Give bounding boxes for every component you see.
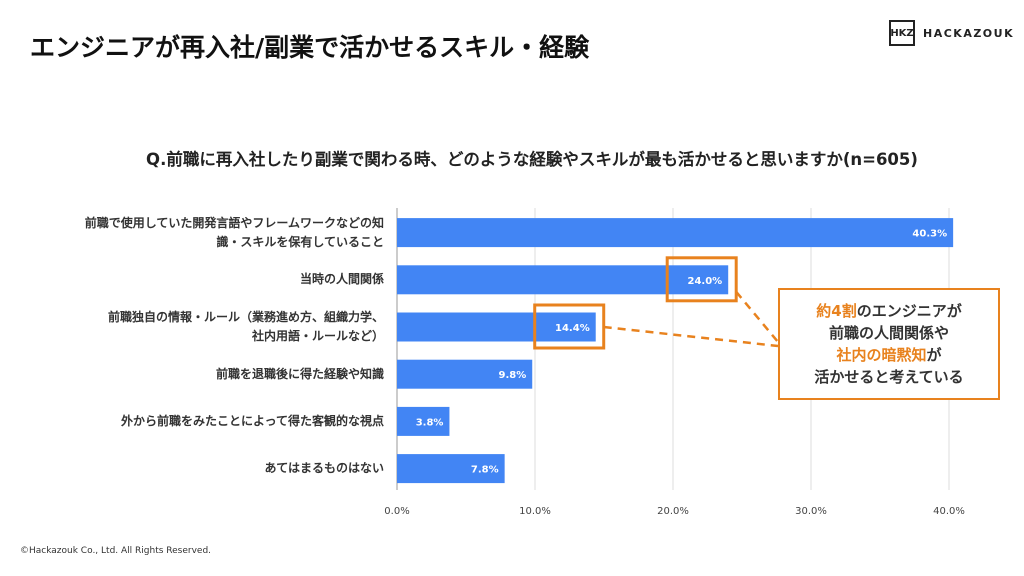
callout-box: 約4割のエンジニアが 前職の人間関係や 社内の暗黙知が 活かせると考えている	[778, 288, 1000, 400]
category-label: 前職独自の情報・ルール（業務進め方、組織力学、社内用語・ルールなど）	[4, 308, 384, 346]
tick-label: 0.0%	[384, 506, 409, 517]
data-label: 14.4%	[555, 323, 590, 334]
connector-line	[735, 291, 779, 343]
tick-label: 20.0%	[657, 506, 689, 517]
bar	[397, 312, 596, 342]
data-label: 40.3%	[912, 229, 947, 240]
connector-line	[603, 325, 779, 348]
category-label-line: あてはまるものはない	[264, 461, 384, 476]
callout-text: 前職の人間関係や	[828, 324, 949, 342]
tick-label: 30.0%	[795, 506, 827, 517]
category-label-line: 前職で使用していた開発言語やフレームワークなどの知	[84, 215, 384, 230]
category-label-line: 前職独自の情報・ルール（業務進め方、組織力学、	[107, 310, 384, 324]
category-label: 前職を退職後に得た経験や知識	[4, 365, 384, 384]
bar	[397, 265, 729, 295]
callout-text: が	[926, 346, 942, 364]
category-label-line: 当時の人間関係	[299, 272, 384, 287]
tick-label: 10.0%	[519, 506, 551, 517]
logo-mark: HKZ	[889, 20, 915, 46]
category-label-line: 社内用語・ルールなど）	[251, 329, 384, 343]
data-label: 7.8%	[471, 465, 499, 476]
callout-highlight: 社内の暗黙知	[836, 346, 927, 364]
copyright: ©Hackazouk Co., Ltd. All Rights Reserved…	[20, 546, 212, 556]
survey-question: Q.前職に再入社したり副業で関わる時、どのような経験やスキルが最も活かせると思い…	[146, 150, 918, 169]
data-label: 3.8%	[416, 417, 444, 428]
category-label: あてはまるものはない	[4, 459, 384, 478]
category-label: 当時の人間関係	[4, 270, 384, 289]
logo: HKZ HACKAZOUK	[889, 20, 1014, 46]
callout-highlight: 約4割	[816, 302, 857, 320]
highlight-box	[665, 256, 738, 303]
bar	[397, 406, 450, 436]
bar	[397, 454, 505, 484]
callout-text: 活かせると考えている	[814, 368, 964, 386]
data-label: 24.0%	[687, 276, 722, 287]
logo-text: HACKAZOUK	[923, 26, 1015, 40]
bar	[397, 218, 954, 248]
highlight-box	[533, 303, 606, 350]
bar	[397, 359, 533, 389]
data-label: 9.8%	[499, 370, 527, 381]
callout-text: のエンジニアが	[856, 302, 962, 320]
category-label-line: 外から前職をみたことによって得た客観的な視点	[120, 413, 384, 428]
category-label-line: 前職を退職後に得た経験や知識	[215, 366, 384, 381]
page-title: エンジニアが再入社/副業で活かせるスキル・経験	[30, 33, 590, 62]
category-label: 前職で使用していた開発言語やフレームワークなどの知識・スキルを保有していること	[4, 214, 384, 252]
category-label: 外から前職をみたことによって得た客観的な視点	[4, 412, 384, 431]
tick-label: 40.0%	[933, 506, 965, 517]
category-label-line: 識・スキルを保有していること	[216, 234, 384, 249]
